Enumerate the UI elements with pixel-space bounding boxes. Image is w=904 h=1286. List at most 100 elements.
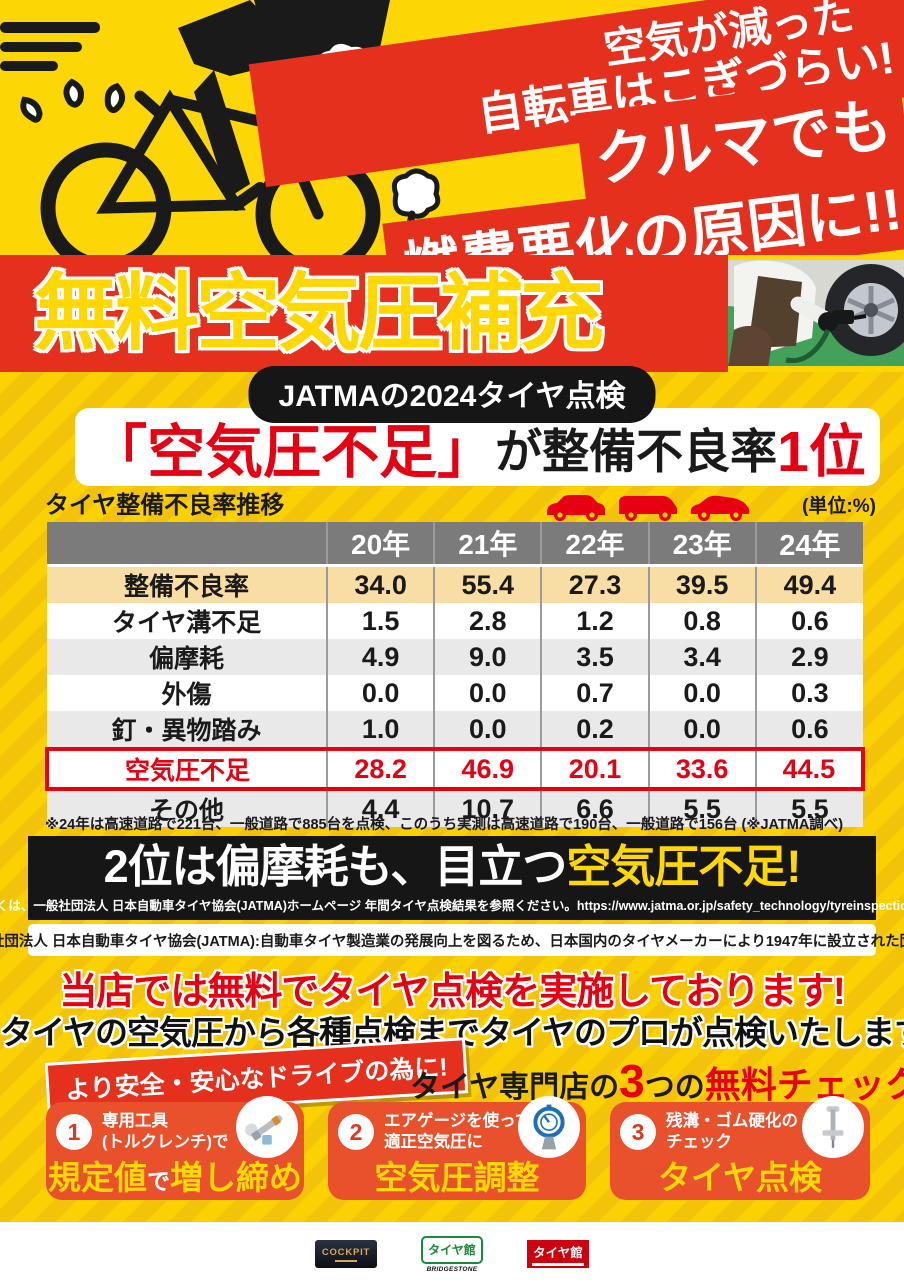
cell: 10.7	[433, 789, 542, 827]
cell: 0.0	[647, 711, 756, 749]
second-place-yellow-text: 空気圧不足!	[566, 841, 801, 893]
table-header-empty	[47, 522, 327, 567]
table-row: 偏摩耗 4.9 9.0 3.5 3.4 2.9	[47, 639, 863, 675]
speed-lines-icon	[0, 22, 100, 71]
cell: 0.0	[647, 675, 756, 711]
row-label: 空気圧不足	[45, 747, 327, 791]
cell: 5.5	[754, 789, 863, 827]
checks-middle: つの	[644, 1071, 705, 1104]
check-title: 空気圧調整	[328, 1159, 586, 1196]
check-number-badge: 1	[56, 1114, 92, 1150]
row-label: 外傷	[47, 675, 327, 711]
table-unit-label: (単位:%)	[802, 496, 876, 517]
cell: 0.2	[540, 711, 649, 749]
cell: 0.3	[754, 675, 863, 711]
checks-highlight: 無料チェック	[704, 1064, 904, 1105]
check-description: 残溝・ゴム硬化の チェック	[666, 1111, 798, 1152]
check-box-tire-inspection: 3 残溝・ゴム硬化の チェック タイヤ点検	[610, 1096, 870, 1200]
cell: 1.5	[325, 603, 435, 639]
car-icons	[545, 494, 751, 522]
tire-service-photo	[728, 255, 904, 372]
defect-rate-table: 20年 21年 22年 23年 24年 整備不良率 34.0 55.4 27.3…	[45, 522, 866, 827]
promo-red-line: 当店では無料でタイヤ点検を実施しております!	[59, 971, 845, 1013]
cockpit-logo: COCKPIT	[315, 1240, 377, 1268]
table-row-air-pressure-highlight: 空気圧不足 28.2 46.9 20.1 33.6 44.5	[45, 747, 866, 791]
check-box-torque: 1 専用工具 (トルクレンチ)で	[46, 1096, 304, 1200]
torque-wrench-icon	[236, 1096, 298, 1158]
air-gauge-icon	[518, 1096, 580, 1158]
banner-title: 無料空気圧補充	[34, 266, 604, 360]
cell: 0.0	[325, 675, 435, 711]
second-place-banner: 2位は偏摩耗も、目立つ空気圧不足! ※詳しくは、一般社団法人 日本自動車タイヤ協…	[0, 836, 904, 920]
bridgestone-text: BRIDGESTONE	[426, 1265, 478, 1273]
three-checks-title: タイヤ専門店の3つの無料チェック	[410, 1054, 904, 1108]
row-label: その他	[47, 789, 327, 827]
cell: 0.8	[647, 603, 756, 639]
cell: 44.5	[754, 747, 866, 791]
cell: 1.0	[325, 711, 435, 749]
cell: 5.5	[647, 789, 756, 827]
row-label: 整備不良率	[47, 565, 327, 603]
cell: 0.7	[540, 675, 649, 711]
check-desc-line2: (トルクレンチ)で	[102, 1132, 229, 1151]
table-header-row: 20年 21年 22年 23年 24年	[47, 522, 863, 567]
cell: 9.0	[433, 639, 542, 675]
check-desc-line2: 適正空気圧に	[384, 1132, 483, 1151]
sedan-car-icon	[547, 495, 605, 521]
table-title: タイヤ整備不良率推移	[45, 492, 285, 519]
checks-prefix: タイヤ専門店の	[410, 1071, 620, 1104]
check-title-part: 増し締め	[170, 1158, 302, 1196]
check-box-air-pressure: 2 エアゲージを使って 適正空気圧に 空気圧調整	[328, 1096, 586, 1200]
cell: 4.9	[325, 639, 435, 675]
cockpit-logo-text: COCKPIT	[321, 1246, 371, 1258]
cell: 2.9	[754, 639, 863, 675]
table-header-20: 20年	[325, 522, 435, 567]
table-row: その他 4.4 10.7 6.6 5.5 5.5	[47, 789, 863, 827]
table-meta-row: タイヤ整備不良率推移 (単位:%)	[0, 488, 904, 522]
table-row: 整備不良率 34.0 55.4 27.3 39.5 49.4	[47, 565, 863, 603]
cell: 55.4	[433, 565, 542, 603]
check-description: エアゲージを使って 適正空気圧に	[384, 1111, 531, 1152]
table-row: タイヤ溝不足 1.5 2.8 1.2 0.8 0.6	[47, 603, 863, 639]
check-title-part: 規定値	[48, 1158, 147, 1196]
table-header-22: 22年	[540, 522, 649, 567]
cell: 0.6	[754, 603, 863, 639]
check-desc-line1: 残溝・ゴム硬化の	[666, 1112, 798, 1130]
cell: 0.6	[754, 711, 863, 749]
cell: 0.0	[433, 711, 542, 749]
cell: 2.8	[433, 603, 542, 639]
row-label: タイヤ溝不足	[47, 603, 327, 639]
cell: 27.3	[540, 565, 649, 603]
table-header-23: 23年	[647, 522, 756, 567]
check-desc-line2: チェック	[666, 1132, 732, 1151]
ranking-rank-text: 1位	[777, 420, 866, 484]
taiyakan-red-strip	[532, 1263, 584, 1266]
check-desc-line1: エアゲージを使って	[384, 1112, 532, 1130]
cell: 20.1	[540, 747, 649, 791]
tread-depth-gauge-icon	[802, 1096, 864, 1158]
cockpit-logo-bar	[335, 1259, 357, 1262]
second-place-white-text: 2位は偏摩耗も、目立つ	[103, 841, 568, 893]
hatchback-car-icon	[690, 495, 750, 521]
check-number-badge: 3	[620, 1114, 656, 1150]
check-title-part: で	[147, 1167, 170, 1194]
taiyakan-green-text: タイヤ館	[421, 1235, 483, 1264]
check-title: タイヤ点検	[610, 1158, 870, 1196]
ranking-middle-text: が整備不良率	[495, 424, 778, 478]
free-checks-header-row: より安全・安心なドライブの為に! タイヤ専門店の3つの無料チェック	[0, 1037, 904, 1119]
checks-number: 3	[619, 1055, 645, 1107]
check-title: 規定値で増し締め	[46, 1158, 304, 1196]
hero-section: 空気が減った 自転車はこぎづらい! クルマでも 燃費悪化の原因に!!	[0, 0, 904, 255]
check-title-part: タイヤ点検	[657, 1158, 822, 1196]
jatma-2024-pill-badge: JATMAの2024タイヤ点検	[248, 366, 656, 423]
cell: 49.4	[754, 565, 863, 603]
row-label: 偏摩耗	[47, 639, 327, 675]
jatma-url-note: ※詳しくは、一般社団法人 日本自動車タイヤ協会(JATMA)ホームページ 年間タ…	[0, 898, 904, 913]
taiyakan-red-logo: タイヤ館	[527, 1240, 589, 1268]
check-description: 専用工具 (トルクレンチ)で	[102, 1111, 229, 1152]
cell: 1.2	[540, 603, 649, 639]
cell: 39.5	[647, 565, 756, 603]
cell: 3.4	[647, 639, 756, 675]
cell: 4.4	[325, 789, 435, 827]
